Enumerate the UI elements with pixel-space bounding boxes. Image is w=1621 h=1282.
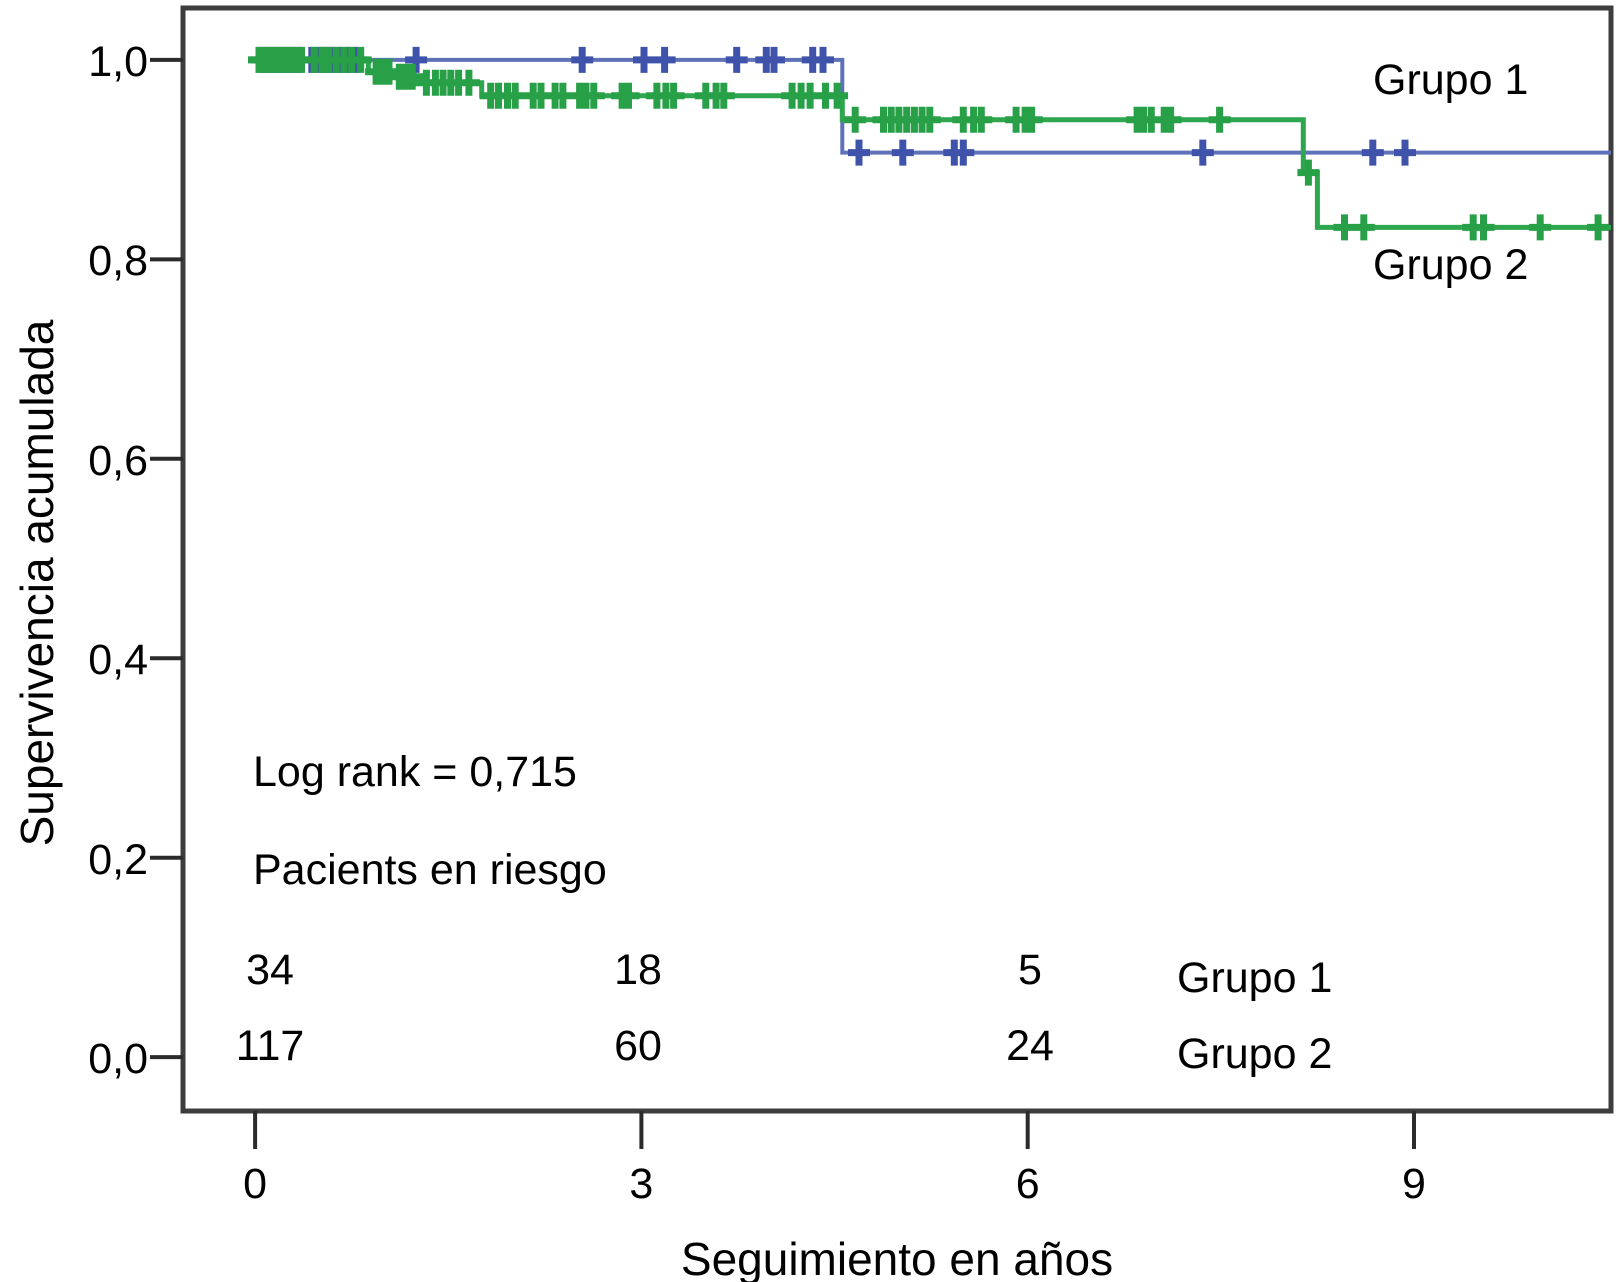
x-tick-label-0: 0 [243,1160,268,1208]
at-risk-row-label-grupo1: Grupo 1 [1177,954,1333,1002]
log-rank-annotation: Log rank = 0,715 [253,748,577,796]
plot-border [180,5,1614,1114]
y-tick-label-0,8: 0,8 [88,237,148,286]
patients-at-risk-title: Pacients en riesgo [253,846,607,894]
at-risk-count-grupo2-t3: 60 [614,1022,662,1070]
at-risk-count-grupo1-t6: 5 [1018,946,1042,994]
censor-marks-grupo-1 [250,46,1416,166]
x-axis-title: Seguimiento en años [680,1233,1114,1282]
y-tick-label-0,4: 0,4 [88,636,148,685]
curve-label-grupo-2: Grupo 2 [1373,241,1529,289]
at-risk-count-grupo2-t6: 24 [1006,1022,1054,1070]
x-tick-label-6: 6 [1015,1160,1040,1208]
y-tick-label-0,0: 0,0 [88,1035,148,1084]
y-tick-label-0,6: 0,6 [88,436,148,485]
at-risk-count-grupo1-t0: 34 [246,946,294,994]
at-risk-row-label-grupo2: Grupo 2 [1177,1030,1333,1078]
y-tick-label-0,2: 0,2 [88,835,148,884]
y-axis-title: Supervivencia acumulada [11,319,63,847]
curve-label-grupo-1: Grupo 1 [1373,56,1529,104]
at-risk-count-grupo1-t3: 18 [614,946,662,994]
at-risk-count-grupo2-t0: 117 [235,1022,305,1070]
x-tick-label-3: 3 [629,1160,654,1208]
censor-marks-grupo-2 [248,46,1610,241]
x-tick-label-9: 9 [1402,1160,1426,1208]
y-tick-label-1,0: 1,0 [88,37,148,86]
